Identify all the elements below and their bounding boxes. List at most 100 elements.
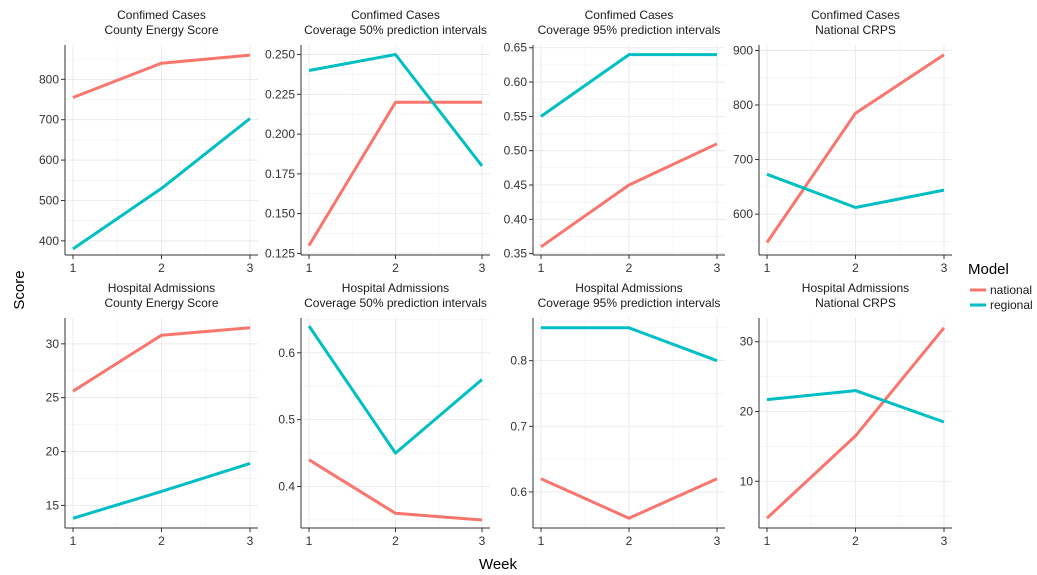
panel-subtitle: County Energy Score <box>104 23 218 37</box>
panel-subtitle: Coverage 50% prediction intervals <box>304 296 487 310</box>
panel-subtitle: Coverage 50% prediction intervals <box>304 23 487 37</box>
x-tick-label: 2 <box>626 261 633 275</box>
panel-title: Confimed Cases <box>351 8 440 22</box>
series-line-national <box>765 326 946 520</box>
legend-label-regional: regional <box>990 298 1033 312</box>
x-tick-label: 3 <box>479 534 486 548</box>
y-tick-label: 0.175 <box>265 167 295 181</box>
panel-subtitle: Coverage 95% prediction intervals <box>538 296 721 310</box>
series-line-national <box>540 142 718 249</box>
x-tick-label: 1 <box>764 534 771 548</box>
panel-title: Hospital Admissions <box>342 281 449 295</box>
x-tick-label: 1 <box>306 261 313 275</box>
y-tick-label: 0.125 <box>265 246 295 260</box>
x-tick-label: 2 <box>852 261 859 275</box>
y-tick-label: 0.4 <box>278 480 295 494</box>
y-tick-label: 800 <box>39 72 59 86</box>
legend-label-national: national <box>990 283 1032 297</box>
series-line-national <box>307 100 482 247</box>
panel-title: Confimed Cases <box>811 8 900 22</box>
x-tick-label: 3 <box>247 534 254 548</box>
x-tick-label: 2 <box>392 534 399 548</box>
panel-title: Hospital Admissions <box>802 281 909 295</box>
y-tick-label: 0.6 <box>510 485 527 499</box>
y-tick-label: 700 <box>733 153 753 167</box>
y-tick-label: 10 <box>740 474 754 488</box>
y-tick-label: 0.45 <box>504 178 528 192</box>
y-tick-label: 0.7 <box>510 419 527 433</box>
y-tick-label: 0.40 <box>504 212 528 226</box>
series-line-regional <box>307 325 483 455</box>
panel-title: Hospital Admissions <box>575 281 682 295</box>
y-tick-label: 900 <box>733 43 753 57</box>
y-tick-label: 500 <box>39 193 59 207</box>
x-tick-label: 2 <box>852 534 859 548</box>
x-tick-label: 3 <box>479 261 486 275</box>
y-tick-label: 0.6 <box>278 346 295 360</box>
series-line-national <box>765 53 945 244</box>
x-tick-label: 3 <box>941 261 948 275</box>
y-tick-label: 0.35 <box>504 247 528 261</box>
y-tick-label: 0.8 <box>510 354 527 368</box>
x-tick-label: 3 <box>247 261 254 275</box>
y-tick-label: 20 <box>740 404 754 418</box>
x-tick-label: 1 <box>70 261 77 275</box>
series-line-national <box>308 458 483 522</box>
panel-subtitle: National CRPS <box>815 296 896 310</box>
panel-subtitle: County Energy Score <box>104 296 218 310</box>
series-line-national <box>72 53 251 99</box>
series-line-regional <box>540 53 717 118</box>
x-tick-label: 1 <box>70 534 77 548</box>
series-line-regional <box>72 117 251 251</box>
y-axis-title: Score <box>11 270 28 309</box>
x-tick-label: 3 <box>714 534 721 548</box>
y-tick-label: 30 <box>740 335 754 349</box>
y-tick-label: 0.200 <box>265 127 295 141</box>
panel-title: Confimed Cases <box>117 8 206 22</box>
x-tick-label: 1 <box>538 261 545 275</box>
panel-subtitle: National CRPS <box>815 23 896 37</box>
x-tick-label: 2 <box>158 534 165 548</box>
series-line-regional <box>541 326 718 363</box>
y-tick-label: 0.65 <box>504 41 528 55</box>
y-tick-label: 15 <box>46 498 60 512</box>
y-tick-label: 30 <box>46 337 60 351</box>
y-tick-label: 0.55 <box>504 109 528 123</box>
series-line-regional <box>308 53 484 167</box>
y-tick-label: 0.50 <box>504 144 528 158</box>
series-line-national <box>72 326 251 393</box>
panel-title: Hospital Admissions <box>108 281 215 295</box>
x-tick-label: 3 <box>941 534 948 548</box>
y-tick-label: 600 <box>39 153 59 167</box>
y-tick-label: 600 <box>733 207 753 221</box>
legend: Model national regional <box>968 261 1033 312</box>
panel-title: Confimed Cases <box>585 8 674 22</box>
y-tick-label: 20 <box>46 445 60 459</box>
y-tick-label: 0.150 <box>265 207 295 221</box>
y-tick-label: 25 <box>46 391 60 405</box>
series-line-national <box>540 477 718 520</box>
x-tick-label: 1 <box>538 534 545 548</box>
series-line-regional <box>766 389 945 424</box>
series-line-regional <box>766 172 945 209</box>
x-tick-label: 1 <box>306 534 313 548</box>
y-tick-label: 400 <box>39 234 59 248</box>
x-tick-label: 2 <box>626 534 633 548</box>
x-axis-title: Week <box>479 556 518 573</box>
y-tick-label: 800 <box>733 98 753 112</box>
x-tick-label: 1 <box>764 261 771 275</box>
panel-subtitle: Coverage 95% prediction intervals <box>538 23 721 37</box>
y-tick-label: 0.60 <box>504 75 528 89</box>
y-tick-label: 0.225 <box>265 87 295 101</box>
x-tick-label: 3 <box>714 261 721 275</box>
x-tick-label: 2 <box>158 261 165 275</box>
